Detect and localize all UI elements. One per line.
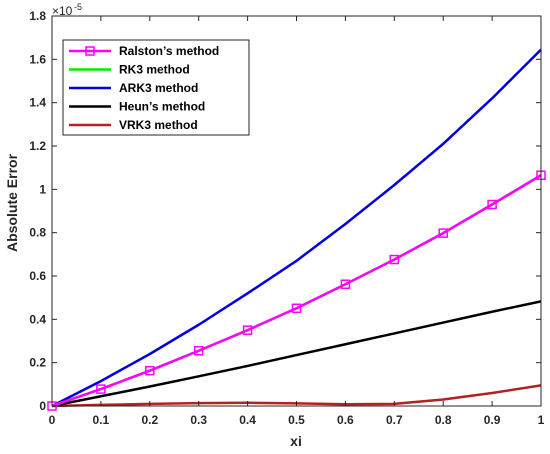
y-tick-label: 0.6 [29,269,46,283]
x-tick-label: 0.5 [288,413,305,427]
legend: Ralston’s method RK3 method ARK3 method Heu… [62,39,250,136]
series-marker-ralston-s-method [487,199,497,210]
series-marker-ralston-s-method [145,365,155,376]
y-tick-labels: 0 0.2 0.4 0.6 0.8 1 1.2 1.4 1.6 1.8 [29,9,46,413]
legend-label-ralston-s-method: Ralston’s method [119,44,219,58]
series-marker-ralston-s-method [193,346,204,356]
legend-label-vrk3-method: VRK3 method [119,118,198,132]
y-tick-label: 0.2 [29,356,46,370]
x-tick-labels: 0 0.1 0.2 0.3 0.4 0.5 0.6 0.7 0.8 0.9 1 [49,413,545,427]
x-axis-label: xi [290,433,302,449]
x-tick-label: 0.8 [435,413,452,427]
x-tick-label: 0.1 [93,413,110,427]
x-tick-label: 0.3 [190,413,207,427]
y-tick-label: 1 [39,182,46,196]
y-axis-label: Absolute Error [4,153,20,252]
y-tick-label: 1.2 [29,139,46,153]
y-multiplier-base: ×10 [52,4,73,18]
series-marker-ralston-s-method [96,384,106,394]
series-marker-ralston-s-method [340,279,351,289]
series-marker-ralston-s-method [438,228,448,238]
legend-marker-ralston-s-method [85,46,95,56]
axes-layer [51,15,542,407]
legend-label-ark3-method: ARK3 method [119,81,198,95]
x-tick-label: 0.6 [337,413,354,427]
x-tick-label: 0 [49,413,56,427]
series-line-ralston-s-method [51,174,542,408]
series-marker-ralston-s-method [291,303,302,314]
x-tick-label: 0.2 [141,413,158,427]
series-marker-ralston-s-method [242,325,253,335]
y-multiplier: ×10 -5 [52,2,82,18]
y-tick-label: 0.8 [29,226,46,240]
y-tick-label: 0 [39,399,46,413]
series-marker-ralston-s-method [389,254,400,265]
x-tick-label: 0.4 [239,413,256,427]
y-tick-label: 1.4 [29,96,46,110]
x-tick-label: 0.7 [386,413,403,427]
series-line-ark3-method [51,48,542,408]
legend-label-heun-s-method: Heun’s method [119,100,205,114]
y-tick-label: 1.8 [29,9,46,23]
series-line-heun-s-method [51,300,542,408]
y-multiplier-exponent: -5 [74,2,82,12]
y-tick-label: 1.6 [29,52,46,66]
x-tick-label: 1 [538,413,545,427]
series-layer [47,48,546,411]
legend-label-rk3-method: RK3 method [119,63,190,77]
y-tick-label: 0.4 [29,312,46,326]
x-tick-label: 0.9 [484,413,501,427]
